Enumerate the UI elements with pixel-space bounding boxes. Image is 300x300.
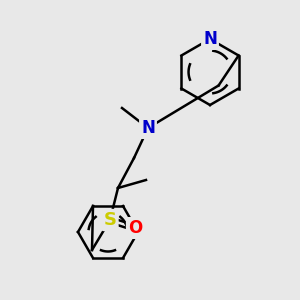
Text: N: N	[203, 30, 217, 48]
Text: N: N	[141, 119, 155, 137]
Text: S: S	[103, 211, 116, 229]
Text: O: O	[128, 219, 142, 237]
